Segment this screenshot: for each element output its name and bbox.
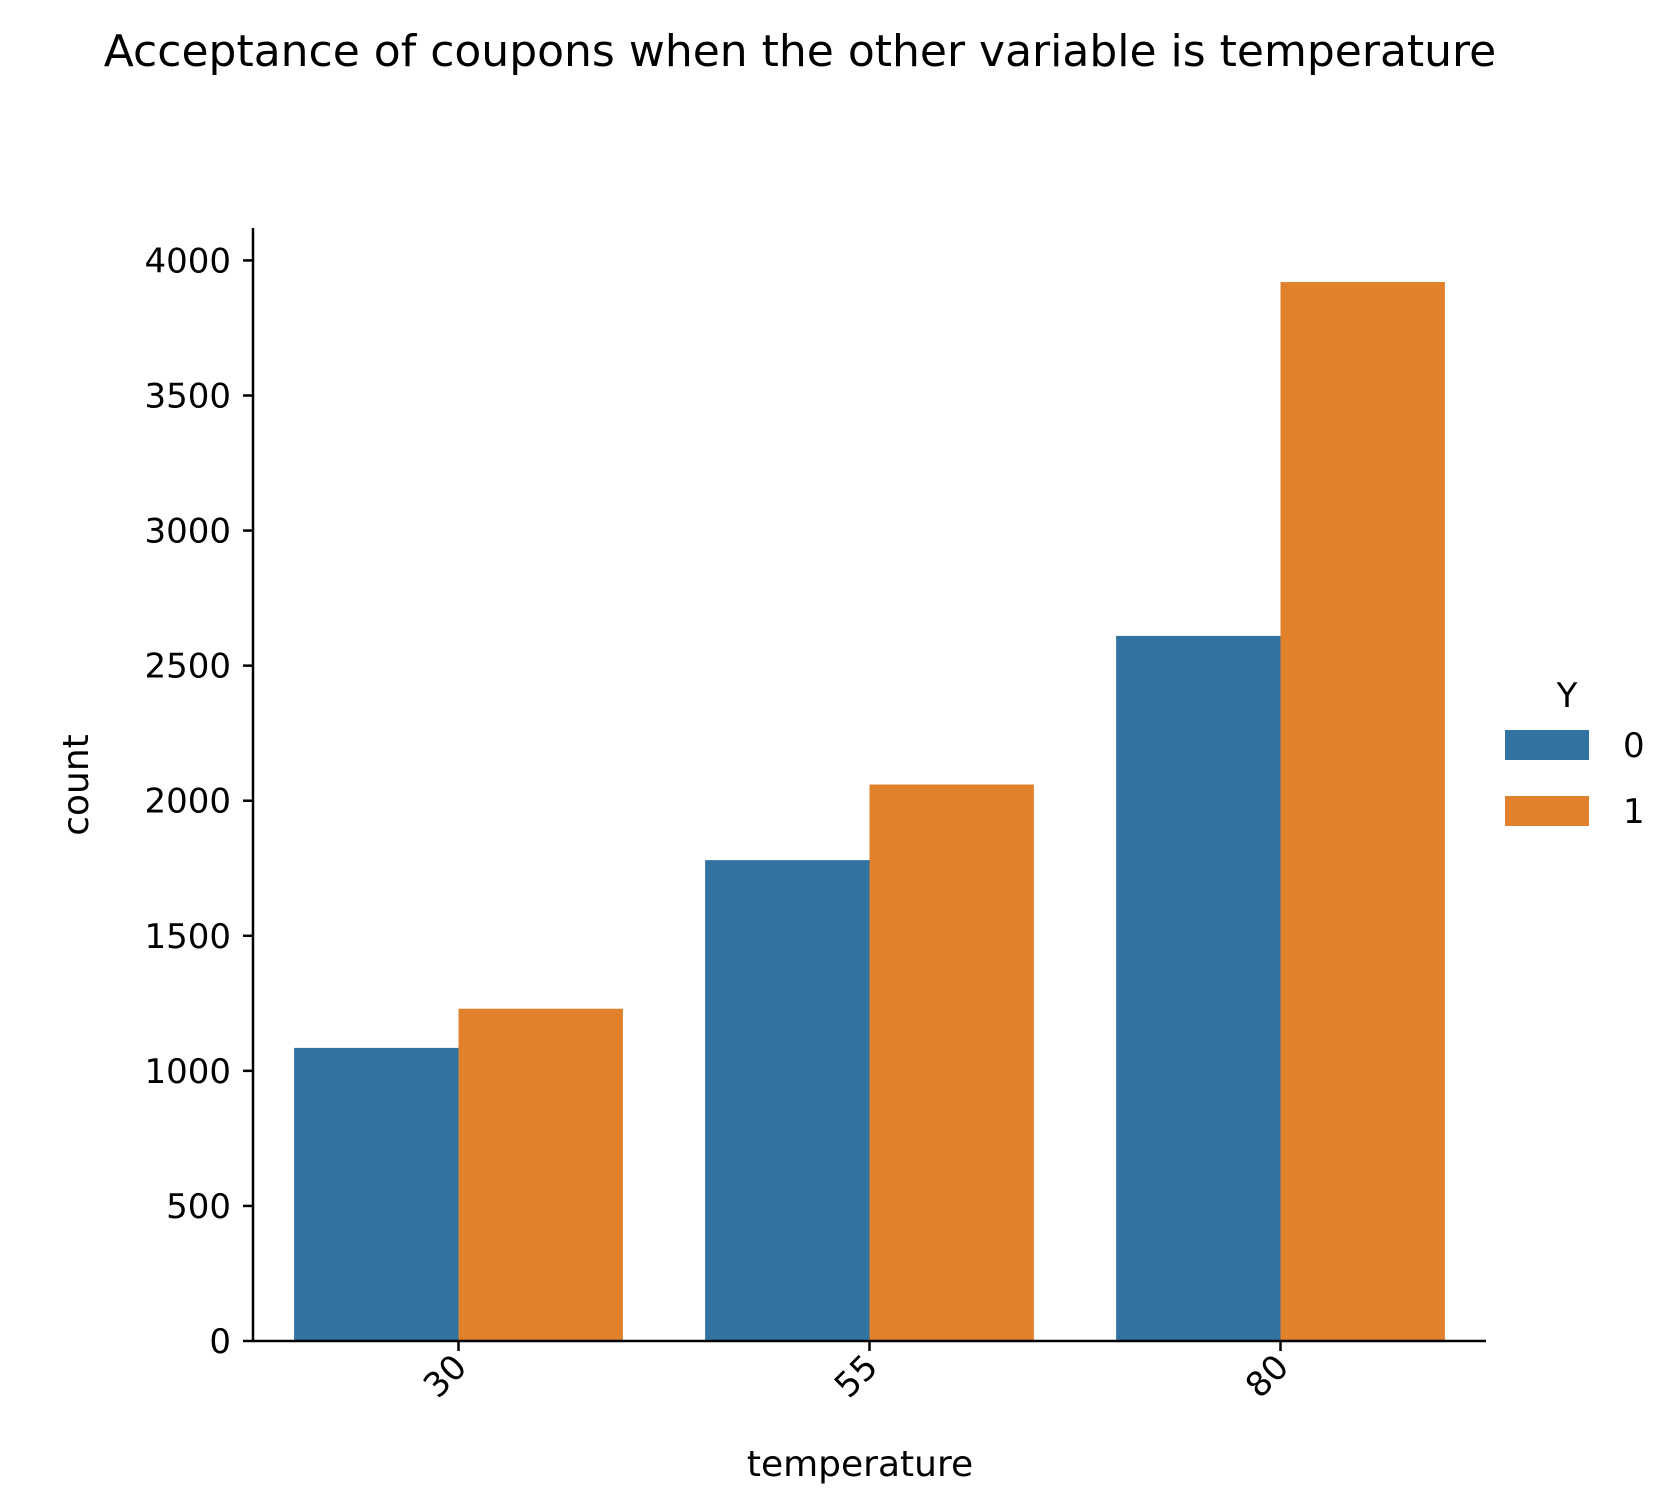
y-tick-label: 1500 [144,917,231,957]
y-axis-label: count [56,734,97,836]
x-tick-label: 80 [1238,1347,1297,1406]
y-tick-label: 3000 [144,512,231,552]
legend-swatch-1 [1505,796,1589,826]
x-axis-label: temperature [747,1444,973,1485]
chart-title: Acceptance of coupons when the other var… [104,26,1497,77]
bar-30-series-0 [294,1047,459,1341]
legend-title: Y [1556,676,1578,716]
legend-label-1: 1 [1623,792,1645,832]
bar-80-series-0 [1116,635,1281,1341]
y-tick-label: 2000 [144,782,231,822]
x-ticks: 30 55 80 [416,1341,1297,1406]
y-ticks: 0 500 1000 1500 2000 2500 3000 3500 4000 [144,241,253,1362]
bars-layer [294,282,1445,1341]
legend-swatch-0 [1505,730,1589,760]
y-tick-label: 0 [209,1322,231,1362]
bar-80-series-1 [1280,282,1445,1341]
bar-55-series-0 [705,860,870,1341]
legend: Y 01 [1505,676,1645,832]
y-tick-label: 2500 [144,647,231,687]
y-tick-label: 500 [166,1187,231,1227]
bar-30-series-1 [458,1008,623,1341]
x-tick-label: 30 [416,1347,475,1406]
legend-entries: 01 [1505,726,1645,832]
legend-label-0: 0 [1623,726,1645,766]
y-tick-label: 4000 [144,241,231,281]
bar-55-series-1 [869,784,1034,1341]
x-tick-label: 55 [827,1347,886,1406]
y-tick-label: 1000 [144,1052,231,1092]
y-tick-label: 3500 [144,376,231,416]
